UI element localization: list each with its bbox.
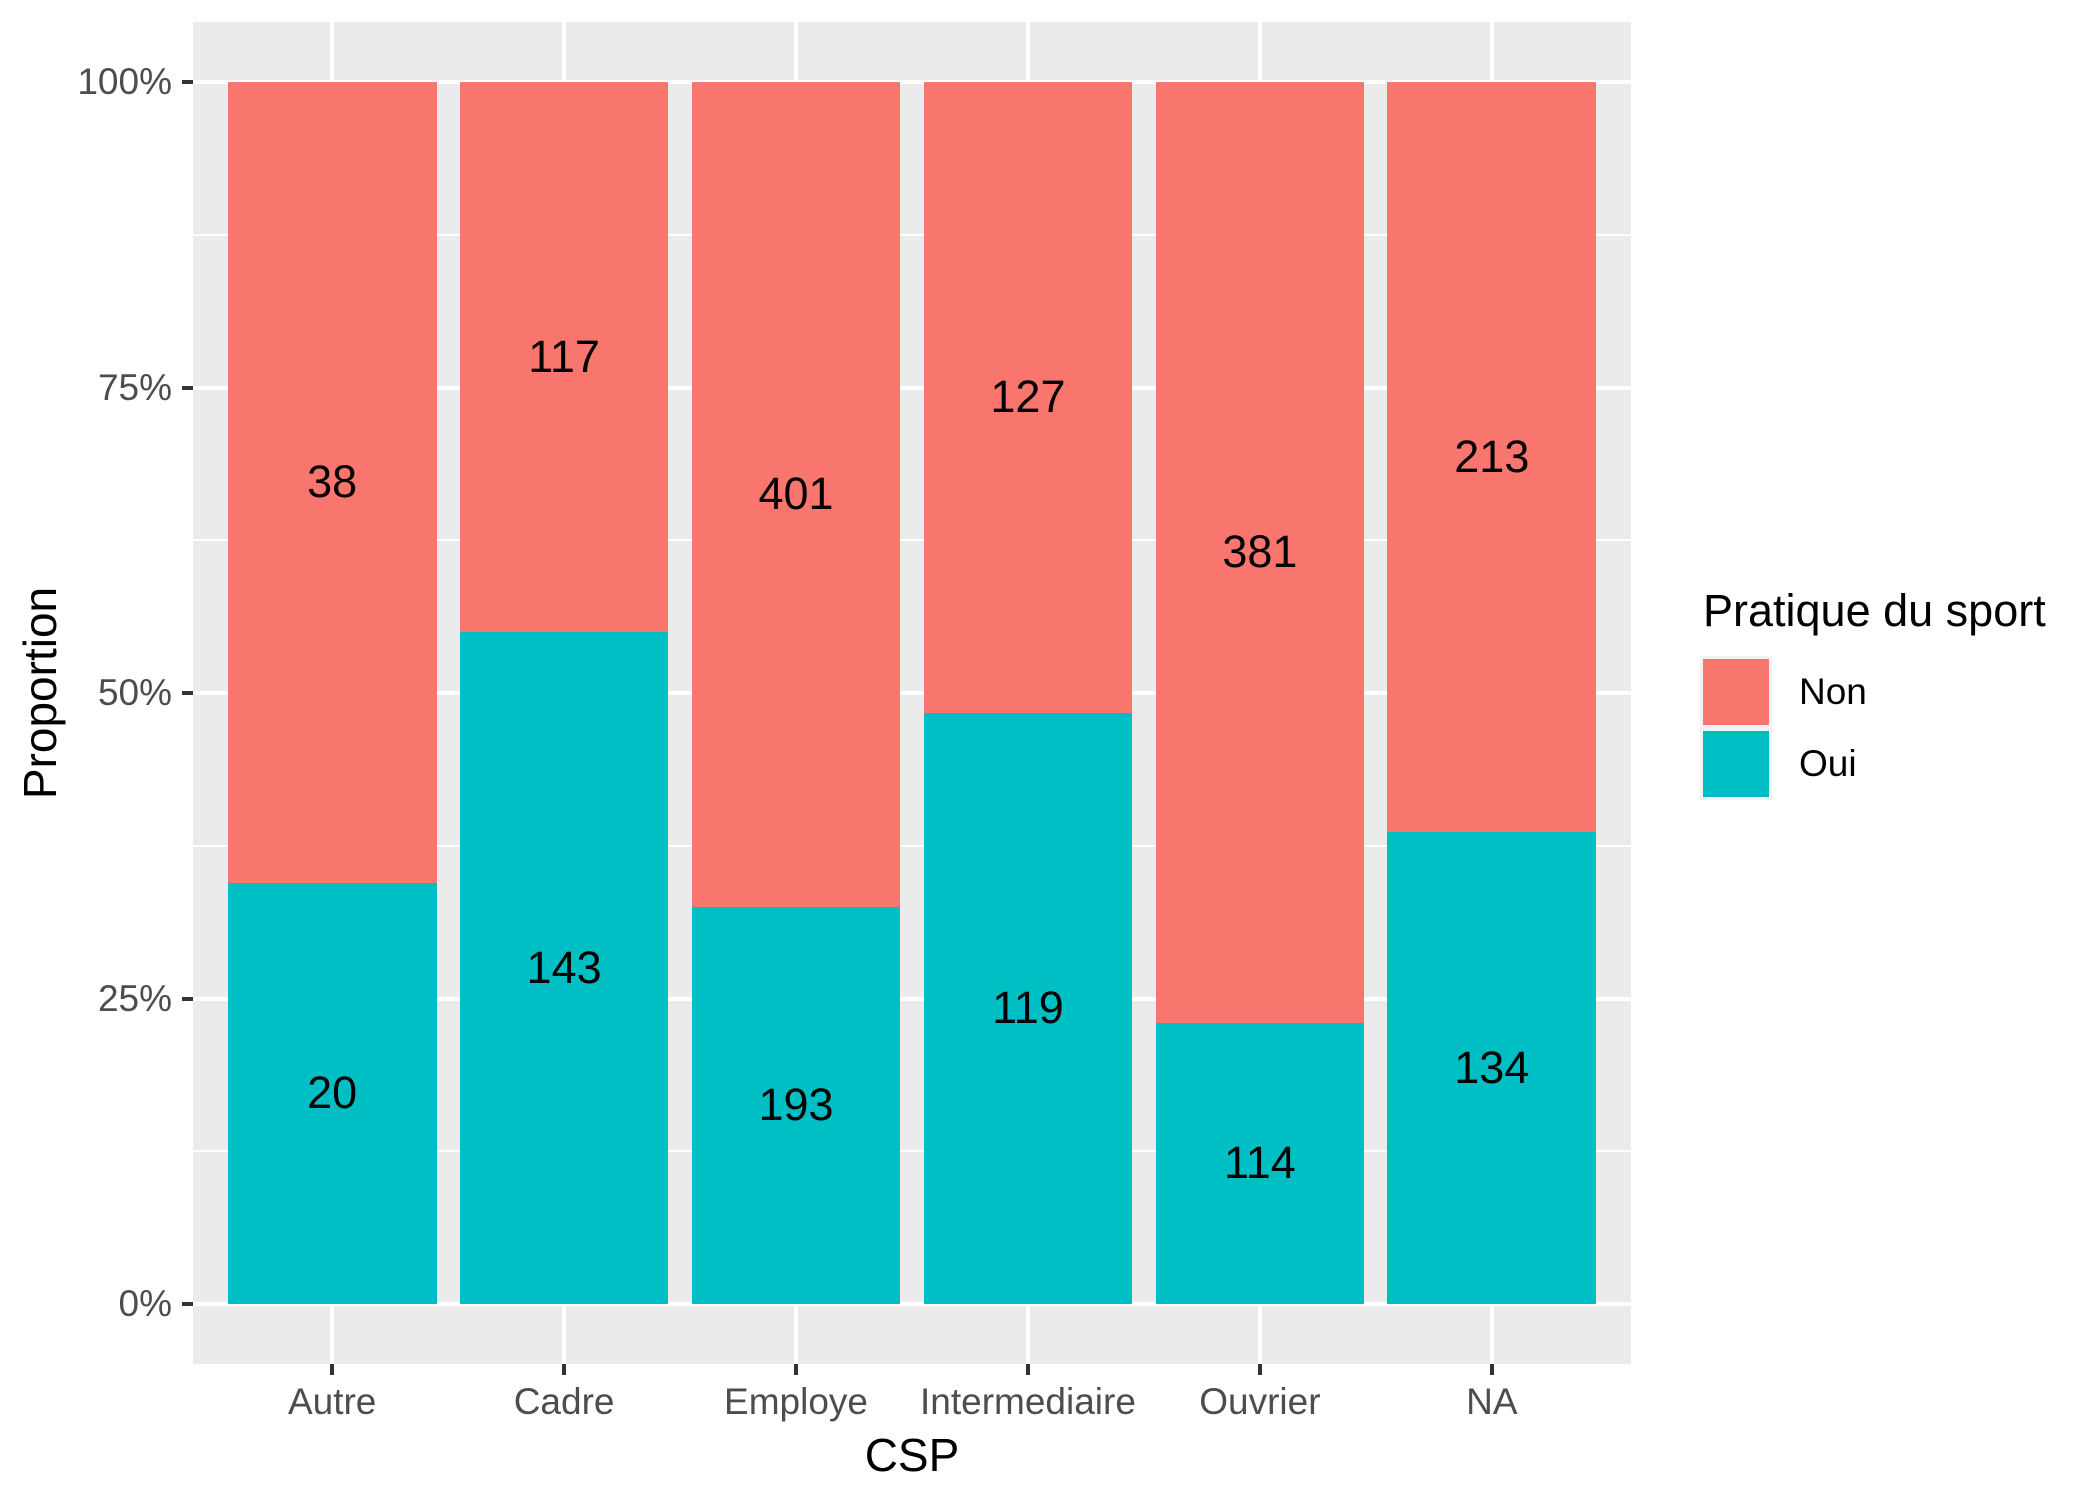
y-axis-tick — [182, 385, 193, 390]
y-gridline-major — [193, 1302, 1631, 1306]
plot-panel: 38 20 117 143 401 193 127 119 381 114 213 134 — [193, 22, 1631, 1364]
x-axis-title: CSP — [864, 1429, 960, 1481]
y-gridline-minor — [193, 233, 1631, 236]
bar-segment-oui-intermediaire — [923, 712, 1133, 1304]
x-axis-tick — [562, 1364, 567, 1375]
x-axis-tick — [1025, 1364, 1030, 1375]
bar-segment-non-employe — [691, 82, 901, 907]
bar-segment-oui-autre — [227, 882, 437, 1304]
x-tick-label-employe: Employe — [724, 1381, 869, 1422]
bar-label-non-ouvrier: 381 — [1222, 526, 1298, 578]
y-axis-tick — [182, 1302, 193, 1306]
y-tick-label: 100% — [77, 61, 172, 102]
y-axis-tick — [182, 80, 193, 84]
x-tick-label-na: NA — [1466, 1381, 1518, 1422]
x-tick-label-cadre: Cadre — [513, 1381, 615, 1422]
x-axis-tick — [1257, 1364, 1262, 1375]
y-gridline-major — [193, 385, 1631, 390]
bar-label-oui-employe: 193 — [758, 1079, 834, 1131]
y-tick-label: 75% — [97, 366, 172, 408]
bar-label-oui-cadre: 143 — [526, 941, 602, 993]
bar-segment-non-autre — [227, 82, 437, 883]
legend-key-oui-swatch — [1700, 728, 1772, 800]
bar-label-oui-ouvrier: 114 — [1224, 1137, 1296, 1189]
bar-label-non-intermediaire: 127 — [990, 371, 1066, 423]
y-gridline-minor — [193, 1150, 1631, 1153]
bar-label-non-cadre: 117 — [528, 330, 600, 382]
y-axis-tick — [182, 996, 193, 1001]
x-axis-tick — [330, 1364, 335, 1375]
legend-entry-oui: Oui — [1700, 728, 2046, 800]
bar-label-non-autre: 38 — [307, 456, 358, 508]
x-axis-tick — [1489, 1364, 1494, 1375]
bar-segment-non-na — [1387, 82, 1597, 833]
y-gridline-major — [193, 80, 1631, 84]
x-tick-label-ouvrier: Ouvrier — [1199, 1381, 1321, 1422]
x-tick-label-intermediaire: Intermediaire — [919, 1381, 1136, 1422]
legend: Pratique du sport Non Oui — [1700, 585, 2046, 803]
y-gridline-minor — [193, 844, 1631, 847]
bar-segment-oui-employe — [691, 906, 901, 1304]
y-gridline-minor — [193, 539, 1631, 542]
bar-segment-oui-cadre — [459, 631, 669, 1304]
legend-label-non: Non — [1799, 671, 1867, 712]
legend-entries: Non Oui — [1700, 656, 2046, 800]
y-tick-label: 0% — [118, 1283, 172, 1324]
legend-title: Pratique du sport — [1703, 585, 2046, 636]
bar-label-non-na: 213 — [1454, 431, 1530, 483]
bar-label-oui-na: 134 — [1454, 1042, 1530, 1094]
y-tick-label: 50% — [97, 672, 172, 713]
bar-label-non-employe: 401 — [758, 468, 834, 520]
legend-entry-non: Non — [1700, 656, 2046, 728]
bar-segment-oui-ouvrier — [1155, 1022, 1365, 1304]
bar-segment-non-intermediaire — [923, 82, 1133, 713]
y-tick-label: 25% — [97, 977, 172, 1019]
y-gridline-major — [193, 996, 1631, 1001]
y-axis-tick — [182, 691, 193, 695]
y-gridline-major — [193, 691, 1631, 695]
bar-segment-non-cadre — [459, 82, 669, 632]
bar-label-oui-autre: 20 — [307, 1067, 358, 1119]
bar-segment-non-ouvrier — [1155, 82, 1365, 1023]
bar-segment-oui-na — [1387, 832, 1597, 1304]
bar-label-oui-intermediaire: 119 — [992, 982, 1064, 1034]
x-axis-tick — [794, 1364, 799, 1375]
legend-key-non-swatch — [1700, 656, 1772, 728]
legend-label-oui: Oui — [1799, 743, 1857, 784]
x-tick-label-autre: Autre — [287, 1381, 377, 1422]
